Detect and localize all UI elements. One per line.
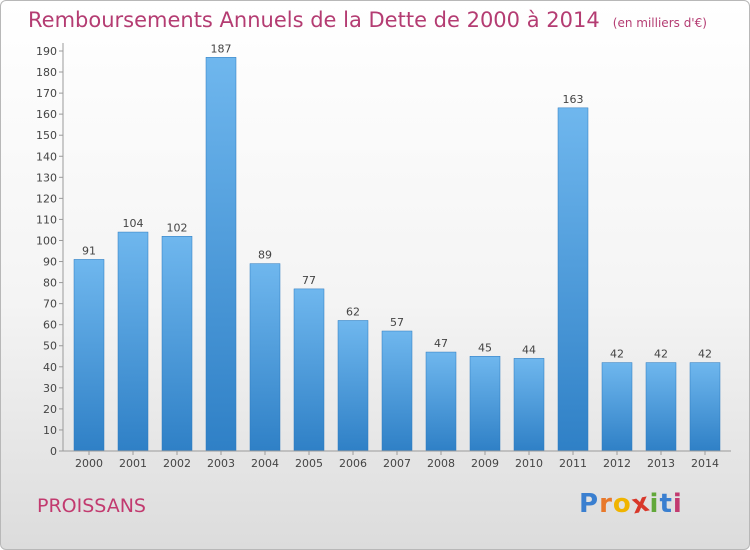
title-row: Remboursements Annuels de la Dette de 20… bbox=[28, 8, 707, 32]
bar-2011 bbox=[557, 107, 589, 452]
bar-2001 bbox=[117, 231, 149, 452]
y-tick-label: 90 bbox=[43, 256, 57, 269]
y-tick-label: 130 bbox=[36, 171, 57, 184]
bar-value-label: 91 bbox=[82, 244, 96, 257]
logo-letter: r bbox=[599, 489, 613, 519]
bar-2009 bbox=[469, 356, 501, 452]
bar-value-label: 102 bbox=[167, 221, 188, 234]
bar-value-label: 187 bbox=[211, 42, 232, 55]
x-tick-label: 2007 bbox=[383, 457, 411, 470]
bar-value-label: 47 bbox=[434, 337, 448, 350]
y-tick-label: 140 bbox=[36, 150, 57, 163]
bar-value-label: 89 bbox=[258, 249, 272, 262]
bar-2004 bbox=[249, 263, 281, 452]
y-tick-label: 60 bbox=[43, 319, 57, 332]
y-tick-label: 40 bbox=[43, 361, 57, 374]
bar-value-label: 77 bbox=[302, 274, 316, 287]
bar-value-label: 62 bbox=[346, 305, 360, 318]
y-tick-label: 30 bbox=[43, 382, 57, 395]
bar-2003 bbox=[205, 57, 237, 452]
x-tick-label: 2011 bbox=[559, 457, 587, 470]
y-tick-label: 80 bbox=[43, 277, 57, 290]
logo-letter: t bbox=[659, 489, 673, 519]
proxiti-logo: Proxiti bbox=[579, 487, 683, 520]
bar-2000 bbox=[73, 259, 105, 452]
x-tick-label: 2012 bbox=[603, 457, 631, 470]
bar-2008 bbox=[425, 351, 457, 452]
bar-2013 bbox=[645, 362, 677, 452]
x-tick-label: 2001 bbox=[119, 457, 147, 470]
chart-units: (en milliers d'€) bbox=[612, 16, 707, 30]
x-tick-label: 2003 bbox=[207, 457, 235, 470]
y-tick-label: 160 bbox=[36, 108, 57, 121]
bar-2014 bbox=[689, 362, 721, 452]
y-tick-label: 150 bbox=[36, 129, 57, 142]
y-tick-label: 120 bbox=[36, 192, 57, 205]
x-tick-label: 2009 bbox=[471, 457, 499, 470]
x-tick-label: 2004 bbox=[251, 457, 279, 470]
bar-value-label: 42 bbox=[654, 348, 668, 361]
y-tick-label: 110 bbox=[36, 213, 57, 226]
bar-2010 bbox=[513, 358, 545, 452]
x-tick-label: 2014 bbox=[691, 457, 719, 470]
city-name: PROISSANS bbox=[37, 495, 146, 517]
bar-value-label: 163 bbox=[563, 93, 584, 106]
logo-letter: o bbox=[612, 489, 632, 519]
x-tick-label: 2002 bbox=[163, 457, 191, 470]
x-tick-label: 2008 bbox=[427, 457, 455, 470]
y-tick-label: 170 bbox=[36, 87, 57, 100]
bar-value-label: 44 bbox=[522, 343, 536, 356]
x-tick-label: 2000 bbox=[75, 457, 103, 470]
bar-2002 bbox=[161, 236, 193, 452]
bar-value-label: 104 bbox=[123, 217, 144, 230]
y-tick-label: 100 bbox=[36, 234, 57, 247]
y-tick-label: 180 bbox=[36, 66, 57, 79]
x-tick-label: 2010 bbox=[515, 457, 543, 470]
y-tick-label: 20 bbox=[43, 403, 57, 416]
logo-letter: i bbox=[672, 489, 683, 519]
bar-value-label: 42 bbox=[610, 348, 624, 361]
y-tick-label: 10 bbox=[43, 424, 57, 437]
logo-letter: i bbox=[649, 489, 660, 519]
x-tick-label: 2006 bbox=[339, 457, 367, 470]
chart-title: Remboursements Annuels de la Dette de 20… bbox=[28, 8, 600, 32]
bar-value-label: 42 bbox=[698, 348, 712, 361]
y-tick-label: 70 bbox=[43, 298, 57, 311]
x-axis: 2000 2001 2002 2003 2004 2005 2006 2007 2008 2009… bbox=[63, 450, 731, 470]
x-tick-label: 2013 bbox=[647, 457, 675, 470]
y-tick-label: 0 bbox=[50, 445, 57, 458]
logo-letter: P bbox=[579, 489, 600, 519]
bar-2006 bbox=[337, 320, 369, 452]
bar-2005 bbox=[293, 288, 325, 452]
y-tick-label: 190 bbox=[36, 45, 57, 58]
bar-value-label: 45 bbox=[478, 341, 492, 354]
bars: 91 104 102 187 89 77 62 57 47 45 44 163 42 42 42 bbox=[73, 42, 721, 452]
bar-value-label: 57 bbox=[390, 316, 404, 329]
y-tick-label: 50 bbox=[43, 340, 57, 353]
x-tick-label: 2005 bbox=[295, 457, 323, 470]
bar-2012 bbox=[601, 362, 633, 452]
bar-2007 bbox=[381, 330, 413, 452]
y-axis: 0 10 20 30 40 50 60 70 80 90 100 110 120 130 140 150 160… bbox=[36, 43, 64, 458]
